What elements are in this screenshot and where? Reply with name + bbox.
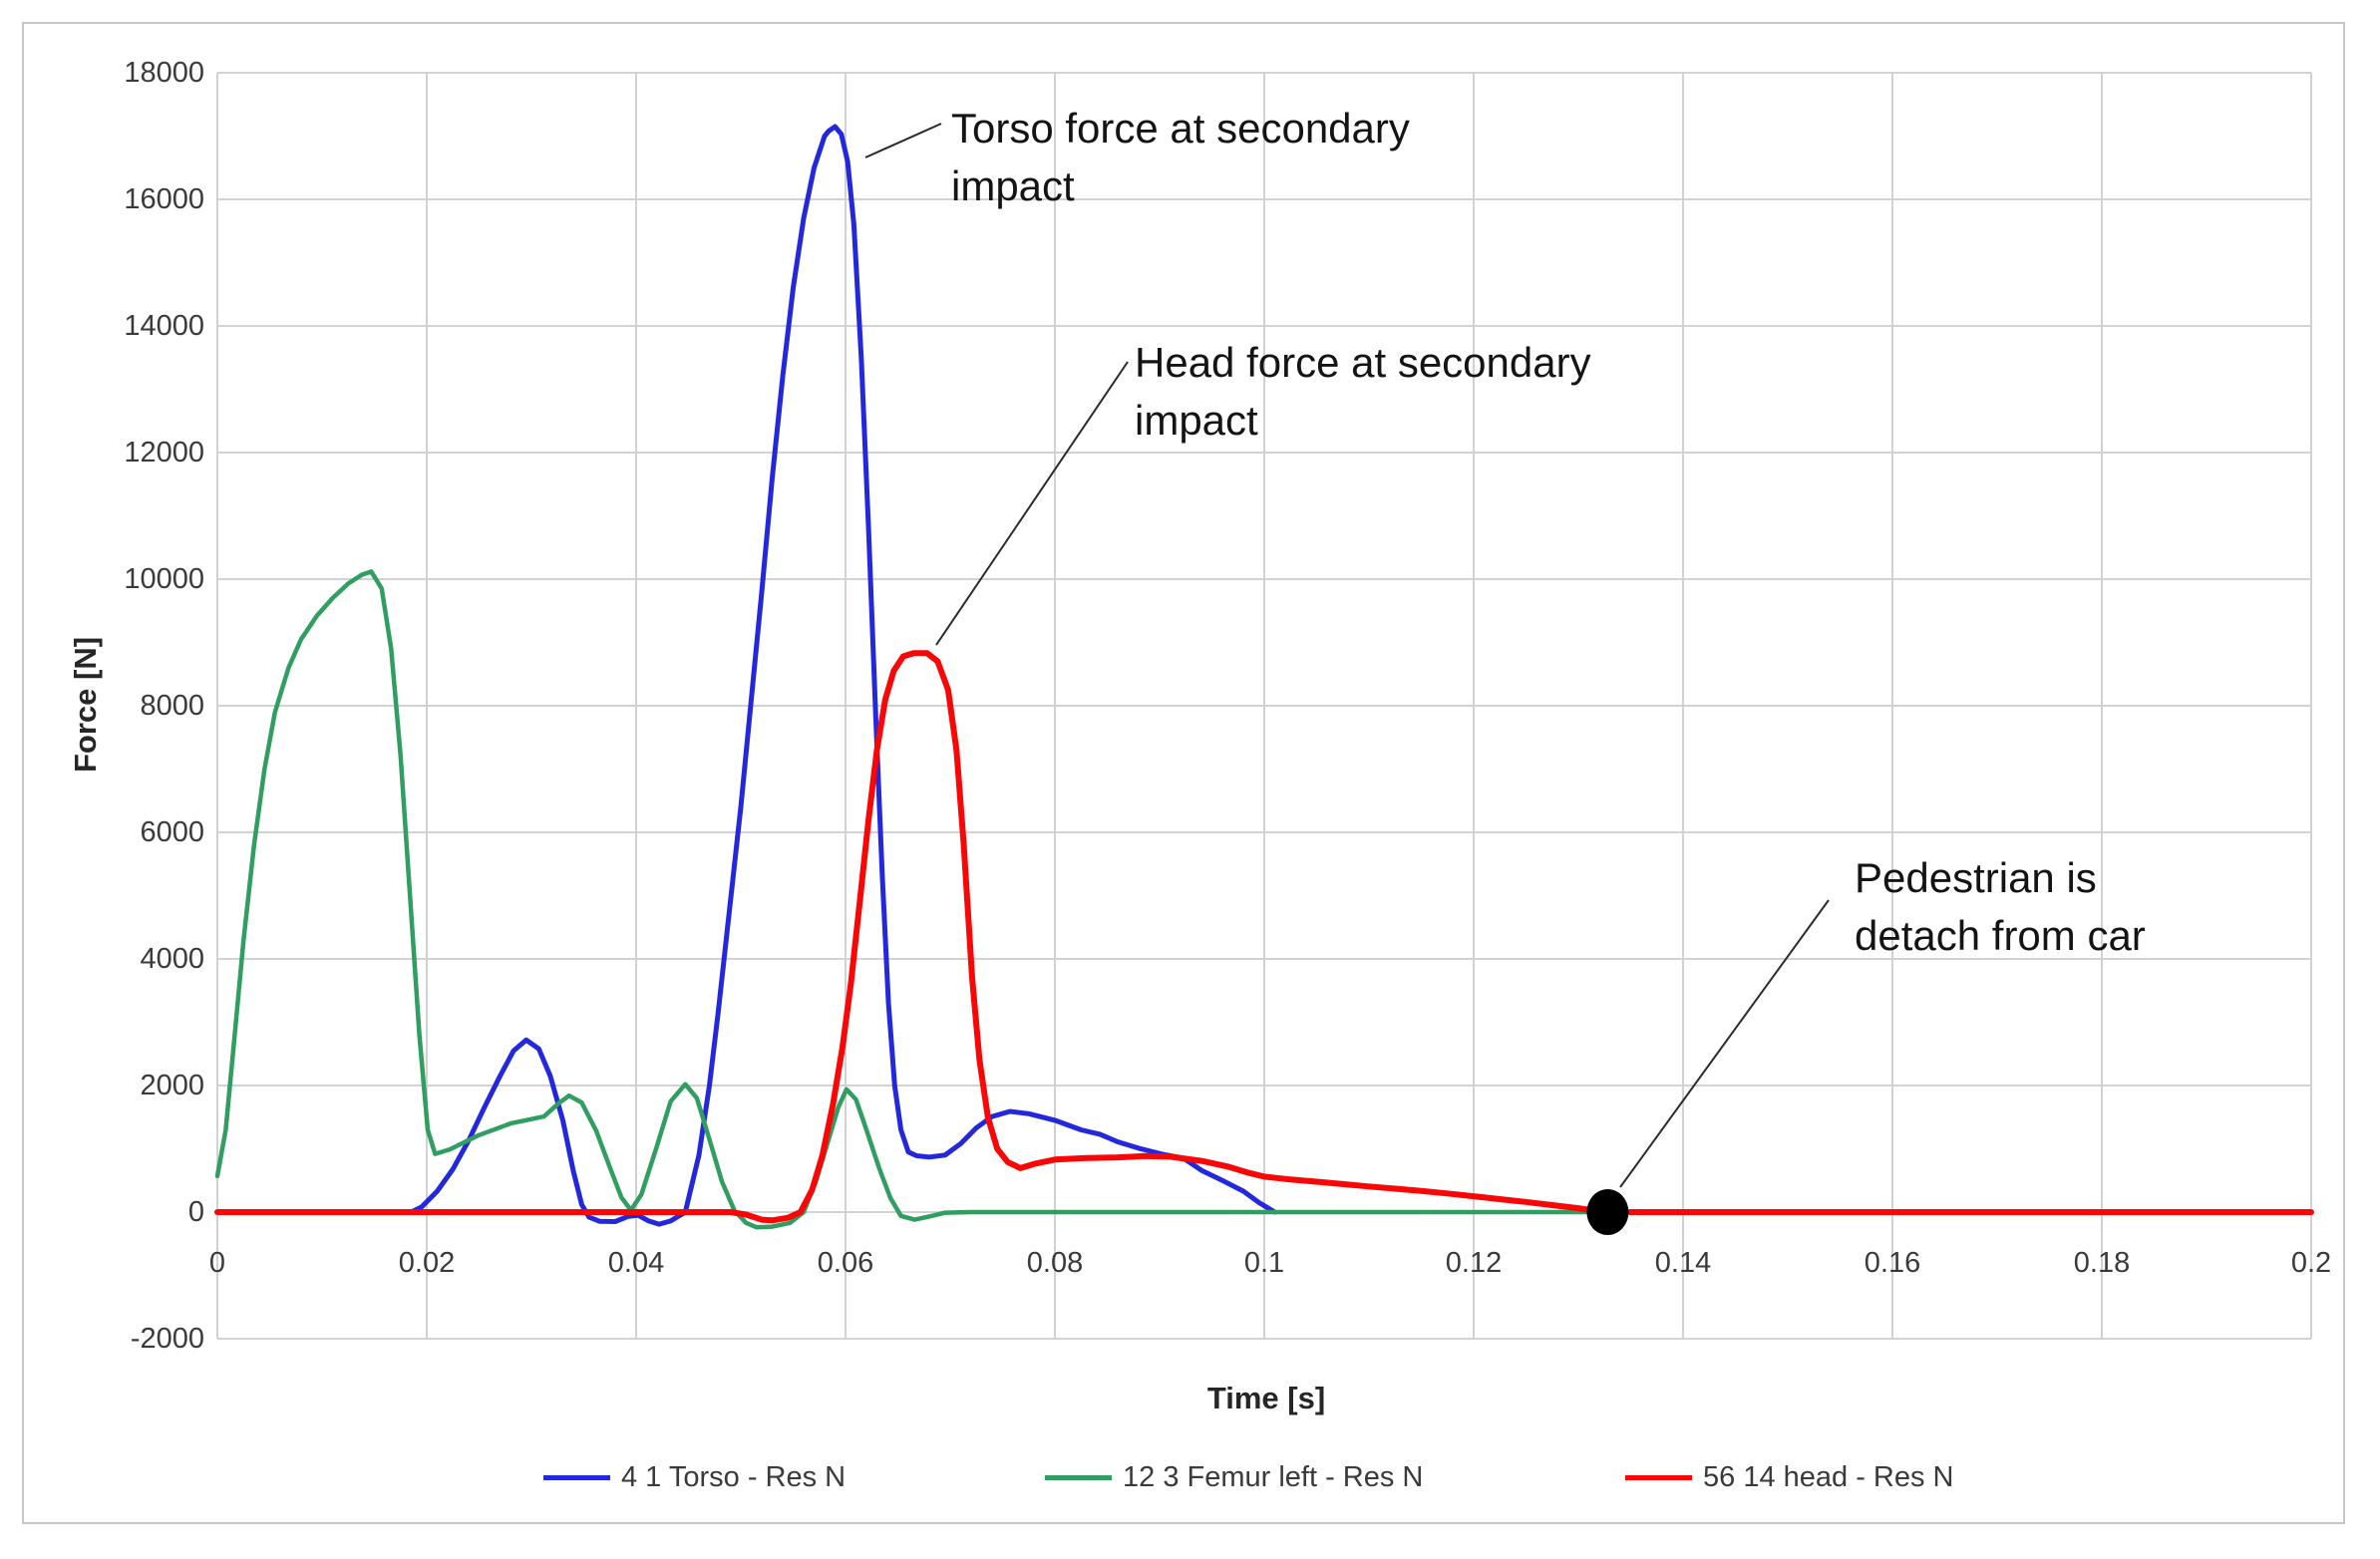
x-tick-label: 0.08 <box>1026 1247 1084 1279</box>
x-tick-label: 0.16 <box>1864 1247 1921 1279</box>
legend-item-torso: 4 1 Torso - Res N <box>543 1460 846 1494</box>
annotation-torso-peak: Torso force at secondary impact <box>951 100 1410 215</box>
gridlines <box>216 72 2312 1340</box>
series-line-2 <box>214 650 2314 1224</box>
x-tick-label: 0.1 <box>1243 1247 1285 1279</box>
femur-left-line-swatch <box>1045 1474 1112 1480</box>
y-tick-label: 14000 <box>124 310 204 342</box>
y-tick-label: 8000 <box>140 690 204 722</box>
annotation-head-line2: impact <box>1135 397 1258 444</box>
annotation-pedestrian-line1: Pedestrian is <box>1855 854 2097 901</box>
annotation-torso-line1: Torso force at secondary <box>951 105 1410 152</box>
y-tick-label: 12000 <box>124 437 204 468</box>
legend-label-femur-left: 12 3 Femur left - Res N <box>1123 1460 1424 1493</box>
series-lines <box>214 124 2314 1230</box>
y-tick-label: 16000 <box>124 183 204 215</box>
y-tick-label: 0 <box>187 1196 204 1228</box>
legend-label-head: 56 14 head - Res N <box>1703 1460 1954 1493</box>
x-tick-label: 0.06 <box>817 1247 874 1279</box>
y-tick-label: 2000 <box>140 1070 204 1101</box>
annotation-pedestrian-line2: detach from car <box>1855 912 2146 959</box>
series-line-1 <box>214 569 2314 1230</box>
series-line-0 <box>214 124 1277 1227</box>
y-axis-title: Force [N] <box>68 636 103 774</box>
x-tick-label: 0 <box>208 1247 226 1279</box>
head-line-swatch <box>1625 1474 1692 1480</box>
annotation-line-torso-peak <box>864 123 942 158</box>
x-tick-label: 0.12 <box>1445 1247 1503 1279</box>
annotation-head-line1: Head force at secondary <box>1135 339 1591 386</box>
y-tick-label: 10000 <box>124 563 204 595</box>
x-tick-label: 0.18 <box>2073 1247 2131 1279</box>
chart-frame <box>22 22 2345 1524</box>
x-tick-label: 0.2 <box>2290 1247 2332 1279</box>
detach-point-marker <box>1586 1189 1629 1235</box>
annotation-torso-line2: impact <box>951 162 1075 209</box>
annotation-connector-lines <box>864 123 1830 1188</box>
x-axis-title: Time [s] <box>1206 1381 1326 1415</box>
annotation-line-pedestrian-detach <box>1619 899 1830 1188</box>
x-tick-label: 0.04 <box>607 1247 665 1279</box>
pedestrian-detach-dot <box>1586 1189 1629 1235</box>
legend-item-femur-left: 12 3 Femur left - Res N <box>1045 1460 1423 1494</box>
y-tick-label: 6000 <box>140 816 204 848</box>
x-tick-label: 0.14 <box>1654 1247 1712 1279</box>
y-tick-label: 4000 <box>140 943 204 975</box>
y-tick-label: 18000 <box>124 57 204 89</box>
legend-label-torso: 4 1 Torso - Res N <box>621 1460 847 1493</box>
torso-line-swatch <box>543 1474 610 1480</box>
y-tick-label: -2000 <box>130 1323 204 1355</box>
x-tick-label: 0.02 <box>398 1247 456 1279</box>
annotation-head-peak: Head force at secondary impact <box>1135 334 1591 450</box>
annotation-line-head-peak <box>935 361 1129 646</box>
legend-item-head: 56 14 head - Res N <box>1625 1460 1953 1494</box>
annotation-pedestrian-detach: Pedestrian is detach from car <box>1855 849 2146 965</box>
